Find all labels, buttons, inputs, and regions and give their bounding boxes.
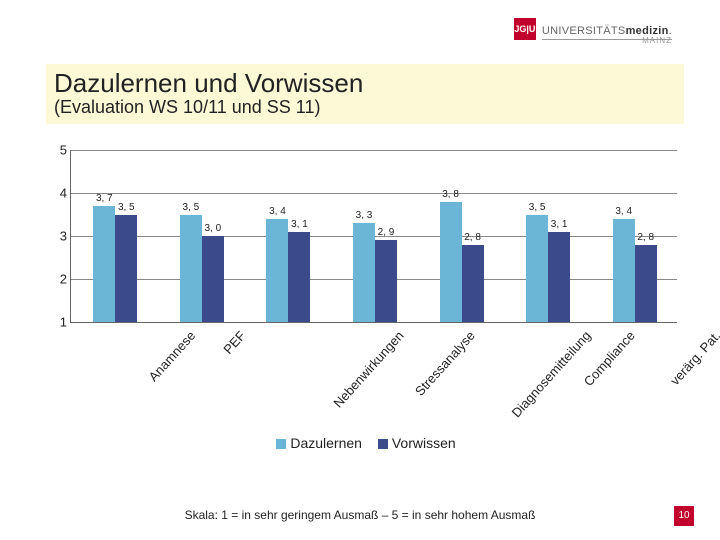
bar-value-label: 2, 9 (371, 227, 401, 238)
gridline (71, 193, 677, 194)
x-tick-label: Anamnese (146, 328, 199, 384)
y-tick-label: 2 (53, 272, 67, 287)
x-tick-label: Stressanalyse (412, 328, 478, 399)
slide: JG|U UNIVERSITÄTSmedizin. MAINZ Dazulern… (0, 0, 720, 540)
bar-vorwissen (462, 245, 484, 322)
bar-vorwissen (288, 232, 310, 322)
legend: Dazulernen Vorwissen (0, 435, 720, 451)
brand-subtext: MAINZ (642, 36, 672, 45)
bar-value-label: 3, 4 (609, 206, 639, 217)
bar-value-label: 3, 4 (262, 206, 292, 217)
brand-logo: JG|U (514, 18, 536, 40)
bar-vorwissen (202, 236, 224, 322)
bar-value-label: 2, 8 (458, 232, 488, 243)
bar-value-label: 3, 5 (176, 202, 206, 213)
page-subtitle: (Evaluation WS 10/11 und SS 11) (54, 97, 676, 118)
legend-label-b: Vorwissen (392, 435, 456, 451)
legend-swatch-b (378, 439, 388, 449)
page-number: 10 (674, 506, 694, 526)
x-tick-label: Diagnosemitteilung (508, 328, 593, 420)
page-title: Dazulernen und Vorwissen (54, 68, 676, 99)
bar-value-label: 3, 5 (522, 202, 552, 213)
bar-dazulernen (266, 219, 288, 322)
legend-label-a: Dazulernen (290, 435, 362, 451)
bar-value-label: 2, 8 (631, 232, 661, 243)
bar-vorwissen (635, 245, 657, 322)
y-tick-label: 1 (53, 315, 67, 330)
y-tick-label: 3 (53, 229, 67, 244)
bar-vorwissen (375, 240, 397, 322)
bar-vorwissen (115, 215, 137, 323)
bar-value-label: 3, 8 (436, 189, 466, 200)
y-tick-label: 4 (53, 186, 67, 201)
gridline (71, 150, 677, 151)
plot-area: 123453, 73, 53, 53, 03, 43, 13, 32, 93, … (70, 150, 677, 323)
bar-value-label: 3, 1 (544, 219, 574, 230)
bar-chart: 123453, 73, 53, 53, 03, 43, 13, 32, 93, … (46, 150, 676, 450)
bar-value-label: 3, 5 (111, 202, 141, 213)
x-tick-label: Nebenwirkungen (331, 328, 407, 411)
x-tick-label: PEF (220, 328, 248, 357)
bar-value-label: 3, 1 (284, 219, 314, 230)
y-tick-label: 5 (53, 143, 67, 158)
bar-vorwissen (548, 232, 570, 322)
bar-dazulernen (526, 215, 548, 323)
bar-value-label: 3, 0 (198, 223, 228, 234)
bar-value-label: 3, 3 (349, 210, 379, 221)
x-tick-label: verärg. Pat. (667, 328, 720, 388)
legend-swatch-a (276, 439, 286, 449)
bar-dazulernen (93, 206, 115, 322)
bar-dazulernen (440, 202, 462, 322)
footer-text: Skala: 1 = in sehr geringem Ausmaß – 5 =… (0, 508, 720, 522)
title-box: Dazulernen und Vorwissen (Evaluation WS … (46, 64, 684, 124)
brand-text-a: UNIVERSITÄTS (542, 25, 626, 37)
